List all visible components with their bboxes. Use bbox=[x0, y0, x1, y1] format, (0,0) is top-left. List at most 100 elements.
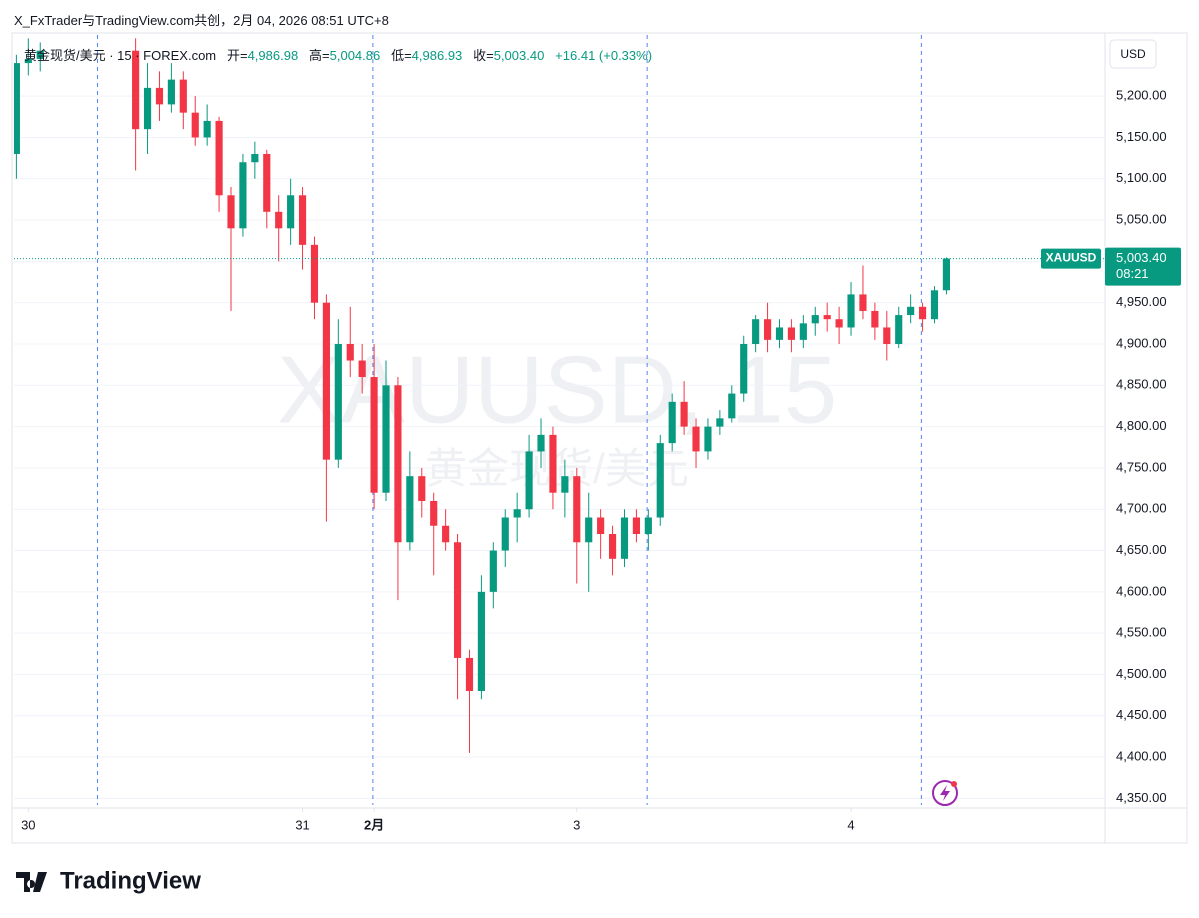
close-value: 5,003.40 bbox=[493, 48, 545, 63]
candle-body bbox=[823, 315, 831, 320]
candle-body bbox=[752, 319, 760, 344]
candle-body bbox=[191, 112, 199, 138]
candle-body bbox=[477, 591, 485, 691]
open-value: 4,986.98 bbox=[247, 48, 299, 63]
y-tick-label: 4,950.00 bbox=[1116, 294, 1167, 309]
candle-body bbox=[298, 195, 307, 245]
open-label: 开= bbox=[226, 48, 248, 63]
brand-mark bbox=[16, 872, 47, 892]
candle-body bbox=[430, 500, 438, 526]
candle-body bbox=[835, 319, 843, 328]
candle-body bbox=[382, 385, 390, 493]
candle-body bbox=[501, 517, 509, 551]
high-label: 高= bbox=[309, 48, 330, 63]
candle-body bbox=[155, 87, 164, 105]
candle-body bbox=[275, 211, 283, 229]
candle-body bbox=[334, 343, 342, 460]
candle-body bbox=[549, 434, 557, 493]
candle-body bbox=[239, 162, 247, 229]
y-tick-label: 5,150.00 bbox=[1116, 129, 1167, 144]
candle-body bbox=[537, 434, 545, 452]
candle-body bbox=[942, 258, 950, 291]
candle-body bbox=[14, 63, 20, 154]
candle-body bbox=[918, 306, 927, 320]
x-tick-label: 30 bbox=[21, 817, 35, 832]
candle-body bbox=[251, 153, 259, 163]
brand-name: TradingView bbox=[60, 867, 201, 894]
watermark-sub: 黄金现货/美元 bbox=[425, 445, 689, 492]
candle-body bbox=[465, 657, 474, 691]
attribution: X_FxTrader与TradingView.com共创，2月 04, 2026… bbox=[14, 13, 389, 28]
y-tick-label: 5,100.00 bbox=[1116, 170, 1167, 185]
y-tick-label: 4,350.00 bbox=[1116, 790, 1167, 805]
candle-body bbox=[215, 120, 223, 196]
candle-body bbox=[644, 517, 652, 535]
y-tick-label: 4,900.00 bbox=[1116, 335, 1167, 350]
candle-body bbox=[585, 517, 593, 543]
symbol: 黄金现货/美元 · 15 · FOREX.com bbox=[24, 48, 217, 63]
low-label: 低= bbox=[391, 48, 412, 63]
candle-body bbox=[370, 377, 378, 493]
countdown: 08:21 bbox=[1116, 266, 1149, 281]
candle-body bbox=[489, 550, 497, 592]
ticker-tag bbox=[1041, 248, 1101, 269]
y-tick-label: 4,750.00 bbox=[1116, 459, 1167, 474]
candle-body bbox=[608, 534, 617, 559]
candle-body bbox=[36, 50, 44, 59]
x-tick-label: 31 bbox=[295, 817, 309, 832]
y-tick-label: 4,650.00 bbox=[1116, 542, 1167, 557]
candle-body bbox=[346, 343, 354, 361]
candle-body bbox=[513, 509, 521, 518]
candle-body bbox=[871, 310, 879, 328]
candle-body bbox=[811, 315, 819, 324]
candle-body bbox=[656, 443, 664, 518]
candle-body bbox=[179, 79, 187, 113]
candle-body bbox=[597, 517, 605, 535]
candle-body bbox=[859, 294, 867, 311]
candle-body bbox=[740, 343, 748, 394]
candle-body bbox=[442, 525, 450, 543]
candle-body bbox=[728, 393, 736, 419]
currency-button[interactable] bbox=[1109, 39, 1157, 69]
watermark: XAUUSD, 15 bbox=[277, 336, 837, 443]
candle-body bbox=[620, 517, 629, 559]
legend-header: 黄金现货/美元 · 15 · FOREX.com 开=4,986.98 高=5,… bbox=[24, 45, 652, 64]
candle-body bbox=[692, 426, 700, 452]
y-tick-label: 4,450.00 bbox=[1116, 707, 1167, 722]
y-tick-label: 4,600.00 bbox=[1116, 583, 1167, 598]
candle-body bbox=[406, 476, 414, 543]
candle-body bbox=[632, 517, 640, 535]
y-tick-label: 4,400.00 bbox=[1116, 749, 1167, 764]
currency-label: USD bbox=[1120, 47, 1146, 61]
y-tick-label: 4,550.00 bbox=[1116, 625, 1167, 640]
low-value: 4,986.93 bbox=[411, 48, 463, 63]
alert-bolt bbox=[940, 785, 950, 801]
price-tag bbox=[1105, 247, 1181, 286]
candle-body bbox=[394, 385, 402, 543]
candle-body bbox=[203, 120, 211, 138]
candle-body bbox=[930, 290, 939, 320]
candle-body bbox=[310, 244, 319, 303]
close-label: 收= bbox=[473, 48, 494, 63]
candle-body bbox=[895, 315, 903, 344]
y-tick-label: 4,850.00 bbox=[1116, 377, 1167, 392]
alert-dot bbox=[951, 781, 957, 787]
x-tick-label: 4 bbox=[847, 817, 854, 832]
candle-body bbox=[358, 360, 366, 378]
candle-body bbox=[799, 323, 807, 340]
change-pct: (+0.33%) bbox=[598, 48, 653, 63]
brand-logo: TradingView bbox=[16, 867, 201, 894]
change: +16.41 bbox=[555, 48, 596, 63]
candle-body bbox=[763, 319, 772, 340]
candle-body bbox=[668, 401, 676, 444]
candle-body bbox=[680, 401, 688, 427]
y-tick-label: 4,500.00 bbox=[1116, 666, 1167, 681]
high-value: 5,004.86 bbox=[329, 48, 381, 63]
candle-body bbox=[883, 327, 891, 344]
candle-body bbox=[716, 418, 724, 427]
candle-body bbox=[453, 542, 462, 658]
y-tick-label: 4,800.00 bbox=[1116, 418, 1167, 433]
candle-body bbox=[418, 476, 426, 501]
candle-body bbox=[561, 476, 569, 493]
